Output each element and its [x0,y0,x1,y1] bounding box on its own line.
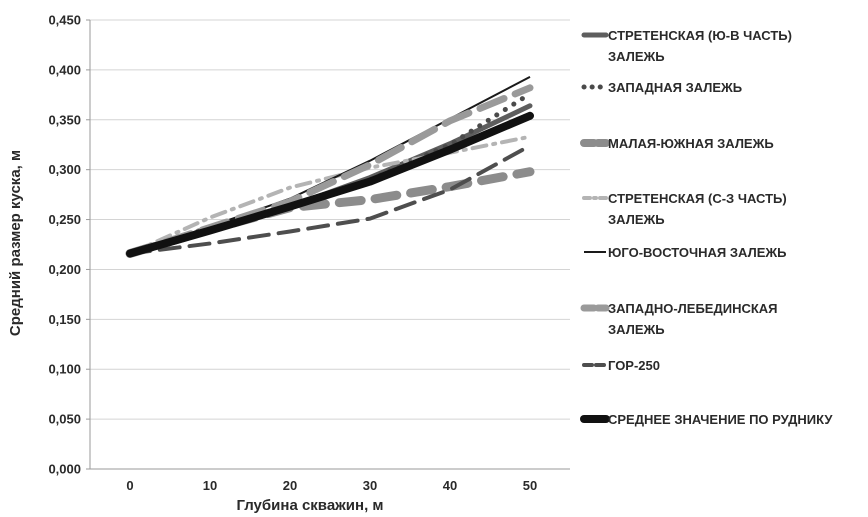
series-line-8 [126,111,534,258]
y-tick-labels: 0,000 0,050 0,100 0,150 0,200 0,250 0,300 0,350… [48,13,90,477]
legend-label: ЮГО-ВОСТОЧНАЯ ЗАЛЕЖЬ [608,245,786,260]
y-tick-label: 0,150 [48,312,81,327]
x-tick-label: 30 [363,478,377,493]
legend-label: СТРЕТЕНСКАЯ (Ю-В ЧАСТЬ) [608,28,792,43]
series-lines [125,76,535,258]
y-tick-label: 0,250 [48,212,81,227]
y-tick-label: 0,200 [48,262,81,277]
y-tick-label: 0,050 [48,412,81,427]
y-tick-label: 0,400 [48,62,81,77]
legend-label: ЗАПАДНО-ЛЕБЕДИНСКАЯ [608,301,778,316]
legend-label: СРЕДНЕЕ ЗНАЧЕНИЕ ПО РУДНИКУ [608,412,833,427]
legend-label: ГОР-250 [608,358,660,373]
y-tick-label: 0,100 [48,362,81,377]
y-tick-label: 0,300 [48,162,81,177]
x-tick-label: 50 [523,478,537,493]
legend-label: ЗАЛЕЖЬ [608,49,665,64]
x-tick-label: 20 [283,478,297,493]
legend-label: МАЛАЯ-ЮЖНАЯ ЗАЛЕЖЬ [608,136,774,151]
legend-label: ЗАЛЕЖЬ [608,322,665,337]
y-axis-title: Средний размер куска, м [7,150,24,336]
x-tick-label: 40 [443,478,457,493]
series-line-4 [128,134,532,256]
y-tick-label: 0,450 [48,13,81,28]
series-line-7 [128,143,532,256]
y-tick-label: 0,350 [48,112,81,127]
gridlines [90,19,570,420]
series-line-2 [127,91,533,256]
legend-label: ЗАЛЕЖЬ [608,212,665,227]
legend-label: ЗАПАДНАЯ ЗАЛЕЖЬ [608,80,742,95]
legend: СТРЕТЕНСКАЯ (Ю-В ЧАСТЬ) ЗАЛЕЖЬ ЗАПАДНАЯ ЗА… [580,28,833,427]
series-line-6 [126,84,534,257]
y-tick-label: 0,000 [48,462,81,477]
legend-label: СТРЕТЕНСКАЯ (С-З ЧАСТЬ) [608,191,787,206]
x-tick-label: 0 [126,478,133,493]
x-axis-title: Глубина скважин, м [236,497,383,514]
x-tick-labels: 0 10 20 30 40 50 [126,478,537,493]
x-tick-label: 10 [203,478,217,493]
